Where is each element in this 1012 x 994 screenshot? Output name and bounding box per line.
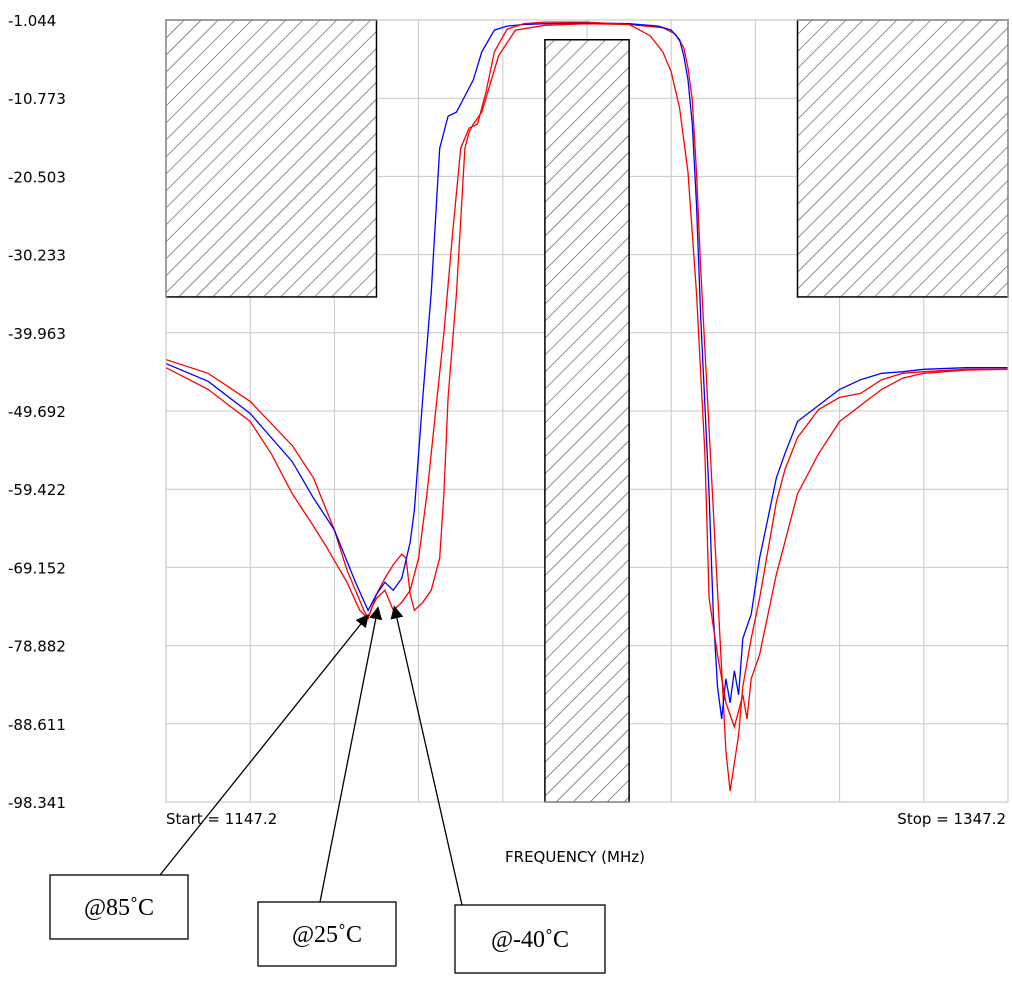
annotation-label: @-40˚C [491,927,569,953]
annotation-arrow [390,605,463,906]
y-tick-label: -1.044 [8,12,56,30]
start-frequency-label: Start = 1147.2 [166,810,277,828]
x-axis-title: FREQUENCY (MHz) [505,848,645,866]
annotation-arrow [319,606,383,903]
y-tick-label: -20.503 [8,168,66,186]
y-tick-label: -49.692 [8,403,66,421]
series-line [166,22,1008,719]
y-tick-label: -30.233 [8,247,66,265]
y-tick-label: -88.611 [8,716,66,734]
annotation-arrow [159,613,369,876]
mask-region [796,19,1009,298]
mask-region [544,38,630,803]
mask-region [165,19,378,298]
y-axis-tick-labels: -1.044 -10.773 -20.503 -30.233 -39.963 -49.69… [8,12,66,812]
y-tick-label: -78.882 [8,638,66,656]
annotation-box [454,904,606,974]
y-tick-label: -10.773 [8,90,66,108]
annotation-label: @25˚C [292,922,362,948]
plot-frame [165,19,1009,803]
annotation-box [49,874,189,940]
y-tick-label: -98.341 [8,794,66,812]
y-tick-label: -59.422 [8,481,66,499]
y-tick-label: -39.963 [8,325,66,343]
temperature-annotations: @85˚C @25˚C @-40˚C [49,605,606,974]
spec-mask-regions [165,19,1009,803]
annotation-box [257,901,397,967]
annotation-label: @85˚C [84,895,154,921]
y-tick-label: -69.152 [8,559,66,577]
stop-frequency-label: Stop = 1347.2 [897,810,1006,828]
